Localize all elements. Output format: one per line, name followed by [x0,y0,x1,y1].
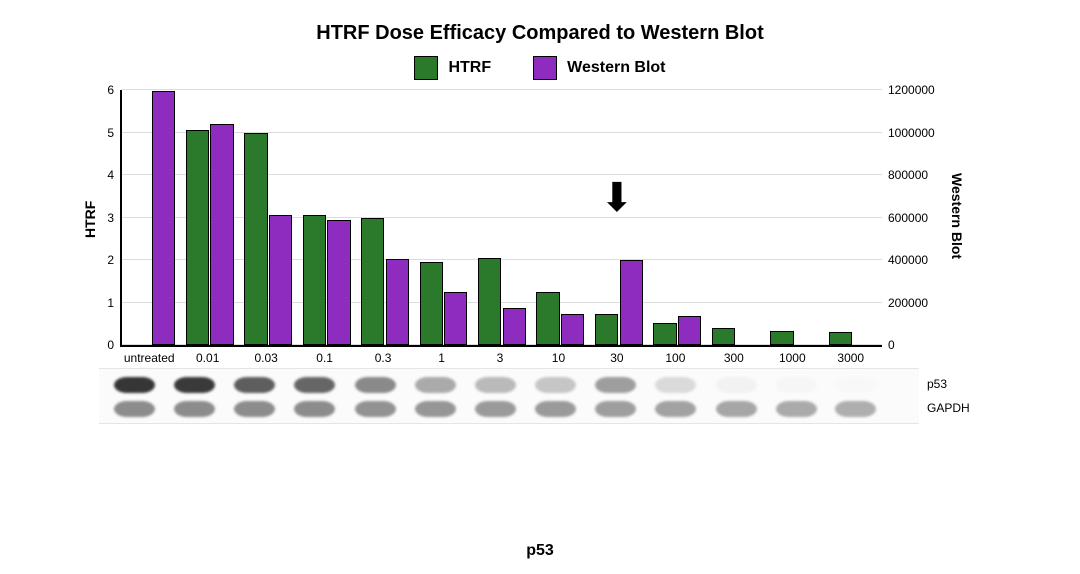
blot-band [294,401,335,417]
bar-western-blot [327,220,350,345]
blot-band [174,377,215,393]
y-right-axis-label: Western Blot [949,173,965,259]
x-tick-label: 300 [724,351,744,365]
x-tick-label: 0.3 [375,351,392,365]
bar-western-blot [386,259,409,345]
bar-htrf [829,332,852,345]
blot-band [716,401,757,417]
x-tick-label: 0.03 [254,351,277,365]
bar-western-blot [152,91,175,345]
x-tick-label: untreated [124,351,175,365]
bar-htrf [536,292,559,345]
blot-row [99,377,919,393]
y-left-tick-label: 6 [107,83,114,97]
bar-htrf [770,331,793,345]
blot-band [114,377,155,393]
blot-band [415,377,456,393]
legend-item: Western Blot [533,56,665,80]
y-left-tick-label: 3 [107,211,114,225]
blot-band [174,401,215,417]
bar-htrf [653,323,676,345]
x-tick-label: 3 [497,351,504,365]
x-tick-label: 0.01 [196,351,219,365]
y-right-tick-label: 0 [888,338,895,352]
y-right-tick-label: 400000 [888,253,928,267]
legend-label: Western Blot [567,59,665,77]
blot-band [234,377,275,393]
y-left-axis-label: HTRF [82,200,98,237]
x-tick-label: 3000 [837,351,864,365]
bar-western-blot [561,314,584,345]
blot-band [294,377,335,393]
blot-band [355,401,396,417]
gridline [122,217,882,218]
blot-band [655,377,696,393]
bar-western-blot [269,215,292,345]
blot-band [716,377,757,393]
legend-swatch [414,56,438,80]
blot-band [595,401,636,417]
bar-htrf [595,314,618,345]
western-blot-image [99,368,919,424]
blot-band [776,401,817,417]
plot-area [120,90,882,347]
y-left-tick-label: 5 [107,126,114,140]
gridline [122,132,882,133]
legend-label: HTRF [448,59,491,77]
x-tick-label: 0.1 [316,351,333,365]
blot-band [475,377,516,393]
gridline [122,89,882,90]
gridline [122,174,882,175]
bar-htrf [186,130,209,345]
x-tick-label: 30 [610,351,623,365]
blot-band [415,401,456,417]
bar-htrf [712,328,735,345]
blot-band [234,401,275,417]
legend-swatch [533,56,557,80]
blot-row-label: GAPDH [927,401,970,415]
bar-htrf [244,133,267,345]
y-left-tick-label: 2 [107,253,114,267]
x-tick-label: 10 [552,351,565,365]
x-tick-label: 1000 [779,351,806,365]
x-tick-label: 1 [438,351,445,365]
bar-western-blot [678,316,701,345]
blot-band [776,377,817,393]
blot-band [595,377,636,393]
bar-htrf [478,258,501,345]
bar-western-blot [503,308,526,345]
x-axis-label: p53 [0,542,1080,560]
figure: HTRF Dose Efficacy Compared to Western B… [0,0,1080,574]
bar-htrf [420,262,443,345]
blot-band [835,401,876,417]
y-right-tick-label: 200000 [888,296,928,310]
blot-band [355,377,396,393]
y-right-tick-label: 800000 [888,168,928,182]
y-left-tick-label: 1 [107,296,114,310]
y-left-tick-label: 4 [107,168,114,182]
y-right-tick-label: 1200000 [888,83,935,97]
bar-western-blot [444,292,467,345]
gridline [122,302,882,303]
blot-band [535,401,576,417]
bar-western-blot [620,260,643,345]
gridline [122,259,882,260]
blot-band [835,377,876,393]
y-left-tick-label: 0 [107,338,114,352]
blot-band [475,401,516,417]
bar-htrf [303,215,326,345]
blot-band [655,401,696,417]
blot-row [99,401,919,417]
blot-row-label: p53 [927,377,947,391]
x-tick-label: 100 [665,351,685,365]
blot-band [535,377,576,393]
y-right-tick-label: 1000000 [888,126,935,140]
bar-western-blot [210,124,233,345]
legend-item: HTRF [414,56,491,80]
chart-title: HTRF Dose Efficacy Compared to Western B… [0,22,1080,45]
blot-band [114,401,155,417]
bar-htrf [361,218,384,345]
y-right-tick-label: 600000 [888,211,928,225]
legend: HTRF Western Blot [0,56,1080,80]
